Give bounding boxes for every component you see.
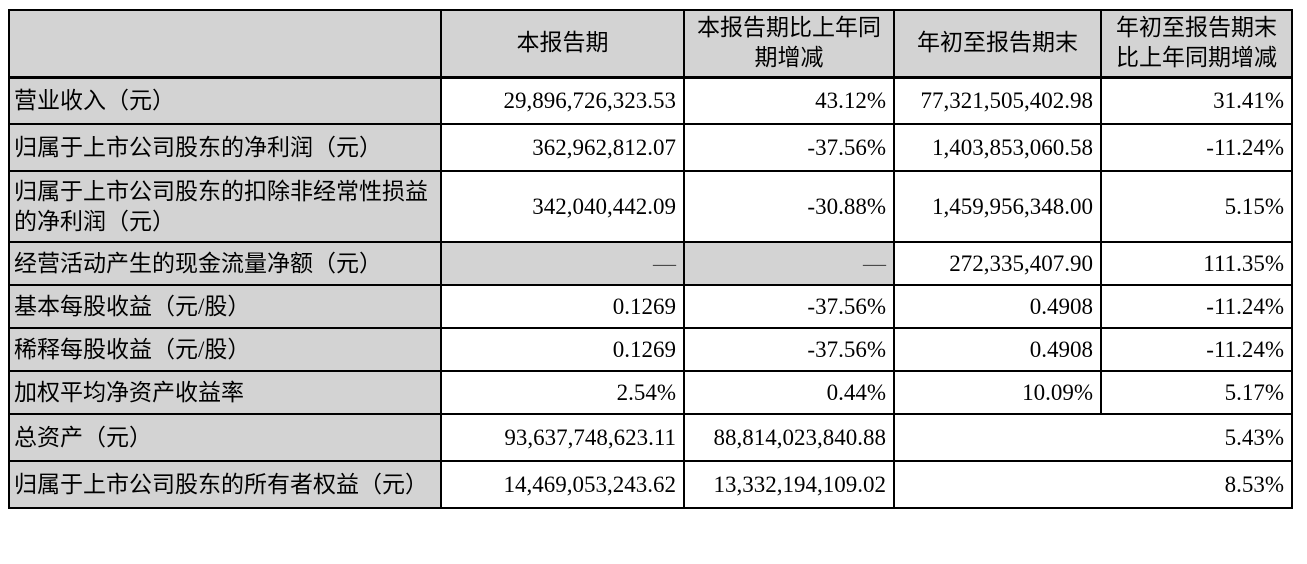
value-cell: 0.4908 [893,284,1102,329]
value-cell: 31.41% [1100,76,1293,125]
value-cell: 272,335,407.90 [893,241,1102,286]
value-cell: -11.24% [1100,284,1293,329]
key-financials-table: 本报告期 本报告期比上年同期增减 年初至报告期末 年初至报告期末比上年同期增减 … [8,9,1293,509]
value-cell: 93,637,748,623.11 [440,413,685,462]
value-cell: 14,469,053,243.62 [440,460,685,509]
value-cell: 1,403,853,060.58 [893,123,1102,172]
value-cell: 2.54% [440,370,685,415]
value-cell: 0.1269 [440,327,685,372]
value-cell: 10.09% [893,370,1102,415]
value-cell: 77,321,505,402.98 [893,76,1102,125]
value-cell: 342,040,442.09 [440,170,685,243]
value-cell: 29,896,726,323.53 [440,76,685,125]
table-row-net-profit: 归属于上市公司股东的净利润（元） 362,962,812.07 -37.56% … [8,123,1293,172]
header-row: 本报告期 本报告期比上年同期增减 年初至报告期末 年初至报告期末比上年同期增减 [8,9,1293,79]
row-label-cell: 加权平均净资产收益率 [8,370,442,415]
header-cell-current-period-yoy: 本报告期比上年同期增减 [683,9,895,79]
table-row-weighted-avg-roe: 加权平均净资产收益率 2.54% 0.44% 10.09% 5.17% [8,370,1293,415]
value-cell: 111.35% [1100,241,1293,286]
row-label-cell: 归属于上市公司股东的扣除非经常性损益的净利润（元） [8,170,442,243]
value-cell: 0.1269 [440,284,685,329]
table-row-operating-cash-flow: 经营活动产生的现金流量净额（元） — — 272,335,407.90 111.… [8,241,1293,286]
value-cell: 5.17% [1100,370,1293,415]
value-cell-merged: 8.53% [893,460,1293,509]
value-cell: -37.56% [683,123,895,172]
table-row-net-profit-excl-nonrecurring: 归属于上市公司股东的扣除非经常性损益的净利润（元） 342,040,442.09… [8,170,1293,243]
header-cell-current-period: 本报告期 [440,9,685,79]
table-row-owners-equity: 归属于上市公司股东的所有者权益（元） 14,469,053,243.62 13,… [8,460,1293,509]
row-label-cell: 稀释每股收益（元/股） [8,327,442,372]
value-cell: 5.15% [1100,170,1293,243]
value-cell: 43.12% [683,76,895,125]
row-label-cell: 基本每股收益（元/股） [8,284,442,329]
value-cell: -30.88% [683,170,895,243]
value-cell-dash: — [683,241,895,286]
row-label-cell: 经营活动产生的现金流量净额（元） [8,241,442,286]
table-row-basic-eps: 基本每股收益（元/股） 0.1269 -37.56% 0.4908 -11.24… [8,284,1293,329]
row-label-cell: 归属于上市公司股东的所有者权益（元） [8,460,442,509]
header-cell-ytd-yoy: 年初至报告期末比上年同期增减 [1100,9,1293,79]
value-cell: 0.4908 [893,327,1102,372]
header-cell-empty [8,9,442,79]
value-cell: -11.24% [1100,327,1293,372]
value-cell: 0.44% [683,370,895,415]
value-cell: 362,962,812.07 [440,123,685,172]
value-cell: 13,332,194,109.02 [683,460,895,509]
value-cell-dash: — [440,241,685,286]
value-cell: -11.24% [1100,123,1293,172]
value-cell: -37.56% [683,284,895,329]
value-cell: -37.56% [683,327,895,372]
row-label-cell: 营业收入（元） [8,76,442,125]
value-cell: 1,459,956,348.00 [893,170,1102,243]
row-label-cell: 总资产（元） [8,413,442,462]
header-cell-ytd: 年初至报告期末 [893,9,1102,79]
value-cell: 88,814,023,840.88 [683,413,895,462]
value-cell-merged: 5.43% [893,413,1293,462]
table-row-diluted-eps: 稀释每股收益（元/股） 0.1269 -37.56% 0.4908 -11.24… [8,327,1293,372]
row-label-cell: 归属于上市公司股东的净利润（元） [8,123,442,172]
table-row-operating-revenue: 营业收入（元） 29,896,726,323.53 43.12% 77,321,… [8,76,1293,125]
table-row-total-assets: 总资产（元） 93,637,748,623.11 88,814,023,840.… [8,413,1293,462]
